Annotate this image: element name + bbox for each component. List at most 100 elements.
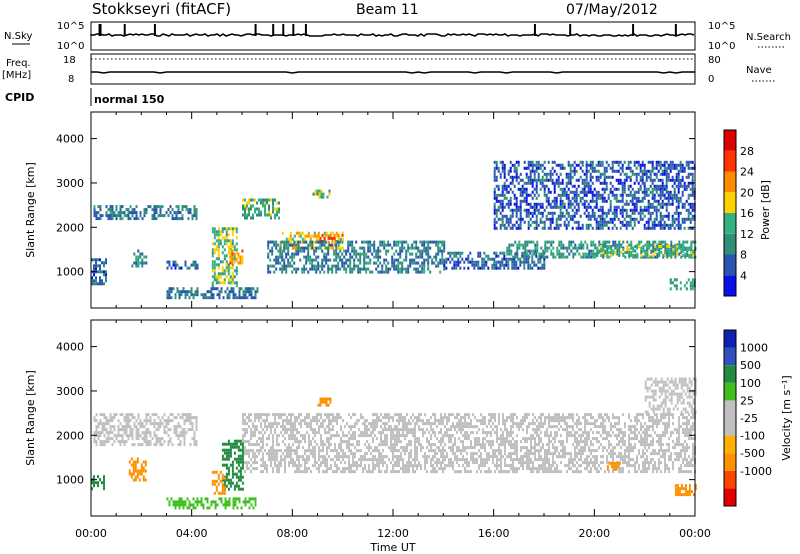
velocity-cell: [99, 434, 102, 438]
velocity-cell: [416, 446, 418, 450]
velocity-cell: [394, 446, 396, 450]
power-cell: [487, 254, 490, 258]
power-cell: [403, 240, 406, 244]
velocity-cell: [444, 467, 446, 471]
power-cell: [503, 166, 506, 170]
power-cell: [301, 267, 304, 271]
power-cell: [511, 263, 514, 267]
power-cell: [545, 196, 548, 200]
power-cell: [517, 223, 520, 227]
power-cell: [341, 237, 344, 241]
velocity-cell: [179, 431, 182, 435]
velocity-cell: [452, 443, 454, 447]
power-cell: [232, 290, 235, 294]
power-cell: [636, 255, 639, 259]
power-cell: [518, 246, 521, 250]
power-cell: [653, 223, 656, 227]
velocity-cell: [145, 431, 148, 435]
velocity-cell: [430, 458, 432, 462]
power-cell: [599, 163, 602, 167]
velocity-cell: [320, 464, 322, 468]
power-cell: [283, 246, 286, 250]
power-cell: [419, 270, 422, 274]
power-cell: [359, 255, 362, 259]
power-cell: [569, 178, 572, 182]
power-cell: [246, 216, 248, 220]
velocity-cell: [354, 437, 356, 441]
power-cell: [550, 249, 553, 253]
power-cell: [93, 258, 95, 262]
velocity-cell: [360, 413, 362, 417]
velocity-cell: [294, 428, 296, 432]
power-cell: [411, 261, 414, 265]
power-cell: [262, 198, 264, 202]
power-cell: [687, 196, 690, 200]
power-cell: [409, 264, 412, 268]
power-cell: [625, 193, 628, 197]
velocity-cell: [262, 464, 264, 468]
power-cell: [315, 249, 318, 253]
power-cell: [250, 296, 253, 300]
power-cell: [305, 258, 308, 262]
velocity-cell: [362, 470, 364, 474]
velocity-cell: [372, 431, 374, 435]
power-cell: [425, 258, 428, 262]
velocity-cell: [304, 458, 306, 462]
power-cell: [427, 267, 430, 271]
power-cell: [573, 196, 576, 200]
velocity-cell: [352, 443, 354, 447]
power-cell: [295, 246, 298, 250]
velocity-cell: [418, 413, 420, 417]
power-cell: [305, 240, 308, 244]
velocity-cell: [137, 413, 140, 417]
power-cell: [545, 178, 548, 182]
velocity-cell: [354, 452, 356, 456]
power-cell: [269, 270, 272, 274]
velocity-cell: [264, 449, 266, 453]
velocity-cell: [434, 452, 436, 456]
velocity-cell: [274, 431, 276, 435]
power-cell: [568, 252, 571, 256]
power-cell: [187, 217, 190, 221]
power-cell: [423, 267, 426, 271]
velocity-cell: [183, 431, 186, 435]
velocity-cell: [346, 443, 348, 447]
velocity-cell: [324, 431, 326, 435]
velocity-cell: [454, 437, 456, 441]
power-cell: [270, 213, 272, 217]
power-cell: [172, 287, 175, 291]
power-cell: [551, 178, 554, 182]
power-cell: [161, 214, 164, 218]
power-cell: [419, 249, 422, 253]
power-cell: [615, 214, 618, 218]
velocity-cell: [107, 440, 110, 444]
velocity-cell: [322, 419, 324, 423]
power-cell: [297, 243, 300, 247]
power-cell: [258, 210, 260, 214]
velocity-cell: [328, 413, 330, 417]
velocity-cell: [284, 470, 286, 474]
velocity-cell: [105, 431, 108, 435]
velocity-cell: [326, 431, 328, 435]
power-cell: [153, 205, 156, 209]
power-cell: [331, 270, 334, 274]
velocity-cell: [400, 452, 402, 456]
power-cell: [689, 166, 692, 170]
power-cell: [309, 246, 312, 250]
power-cell: [511, 190, 514, 194]
power-cell: [343, 264, 346, 268]
power-cell: [589, 205, 592, 209]
power-cell: [187, 211, 190, 215]
power-cell: [503, 226, 506, 230]
power-cell: [609, 199, 612, 203]
velocity-cell: [244, 434, 246, 438]
power-cell: [347, 249, 350, 253]
power-cell: [623, 217, 626, 221]
power-cell: [299, 231, 302, 235]
velocity-cell: [117, 434, 120, 438]
velocity-cell: [468, 464, 470, 468]
velocity-cell: [276, 467, 278, 471]
velocity-cell: [141, 443, 144, 447]
power-cell: [217, 275, 220, 279]
velocity-cell: [93, 419, 96, 423]
